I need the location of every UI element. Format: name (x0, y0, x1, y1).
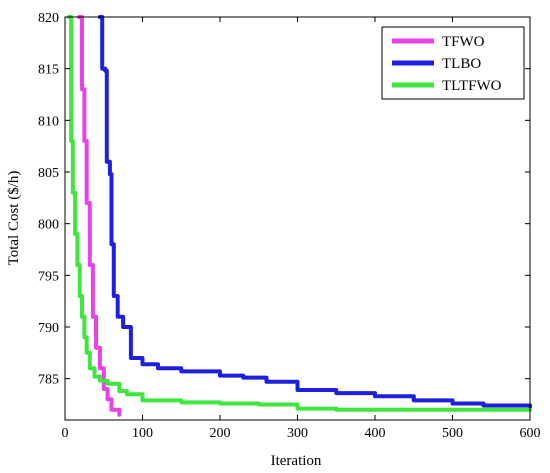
y-tick-label: 795 (38, 269, 59, 284)
series-layer (66, 15, 532, 417)
y-tick-label: 815 (38, 63, 59, 78)
y-tick-label: 810 (38, 114, 59, 129)
x-tick-label: 400 (365, 426, 386, 441)
series-line-tfwo (77, 15, 122, 417)
y-tick-label: 820 (38, 11, 59, 26)
y-axis: 785 790 795 800 805 810 815 820 (38, 11, 530, 388)
x-tick-label: 100 (132, 426, 153, 441)
x-tick-label: 500 (442, 426, 463, 441)
legend-label-tfwo: TFWO (442, 34, 485, 50)
x-axis-label: Iteration (271, 453, 322, 469)
y-tick-label: 785 (38, 373, 59, 388)
legend: TFWO TLBO TLTFWO (381, 26, 525, 100)
y-tick-label: 790 (38, 321, 59, 336)
x-tick-label: 300 (287, 426, 308, 441)
y-tick-label: 805 (38, 166, 59, 181)
series-line-tltfwo (66, 15, 532, 412)
y-tick-label: 800 (38, 218, 59, 233)
x-tick-label: 0 (62, 426, 69, 441)
y-axis-label: Total Cost ($/h) (6, 171, 22, 266)
x-tick-label: 200 (210, 426, 231, 441)
legend-label-tltfwo: TLTFWO (442, 78, 502, 94)
x-axis: 0 100 200 300 400 500 600 (62, 17, 541, 441)
x-tick-label: 600 (520, 426, 541, 441)
series-line-tlbo (97, 15, 532, 409)
legend-label-tlbo: TLBO (442, 56, 481, 72)
